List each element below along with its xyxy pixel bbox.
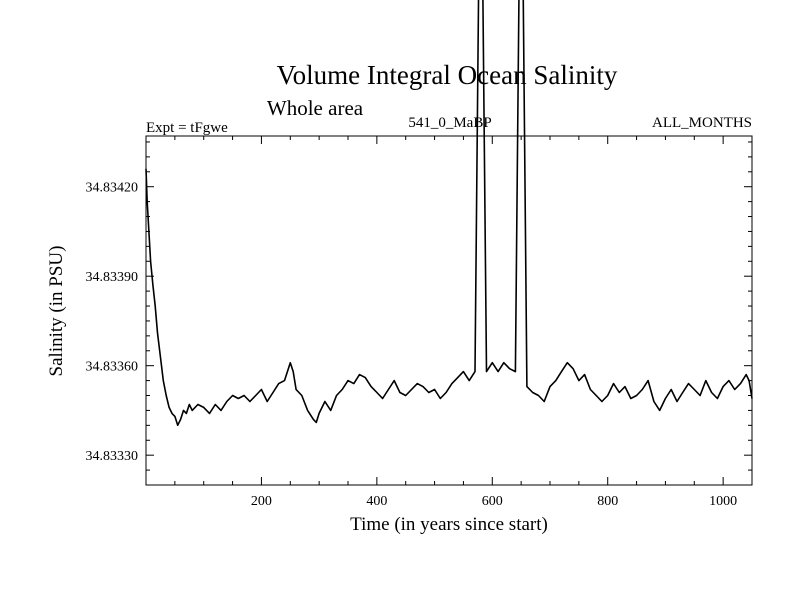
y-axis: 34.83330 34.83360 34.83390 34.83420 bbox=[86, 141, 752, 486]
y-tick-label: 34.83390 bbox=[86, 270, 139, 285]
x-tick-label: 800 bbox=[597, 494, 618, 509]
x-axis-label: Time (in years since start) bbox=[350, 514, 548, 535]
plot-frame bbox=[145, 135, 753, 486]
experiment-label: Expt = tFgwe bbox=[146, 120, 228, 136]
y-axis-label: Salinity (in PSU) bbox=[46, 246, 67, 377]
salinity-series-line bbox=[145, 0, 753, 427]
x-tick-label: 200 bbox=[251, 494, 272, 509]
x-tick-label: 600 bbox=[482, 494, 503, 509]
y-tick-label: 34.83420 bbox=[86, 181, 139, 196]
y-tick-label: 34.83360 bbox=[86, 360, 139, 375]
chart-title: Volume Integral Ocean Salinity bbox=[277, 60, 618, 90]
months-label: ALL_MONTHS bbox=[652, 115, 752, 131]
x-axis: 200 400 600 800 1000 bbox=[174, 136, 737, 509]
period-label: 541_0_MaBP bbox=[408, 115, 491, 131]
x-tick-label: 400 bbox=[366, 494, 387, 509]
y-tick-label: 34.83330 bbox=[86, 449, 139, 464]
x-tick-label: 1000 bbox=[709, 494, 737, 509]
chart-subtitle: Whole area bbox=[267, 96, 364, 120]
